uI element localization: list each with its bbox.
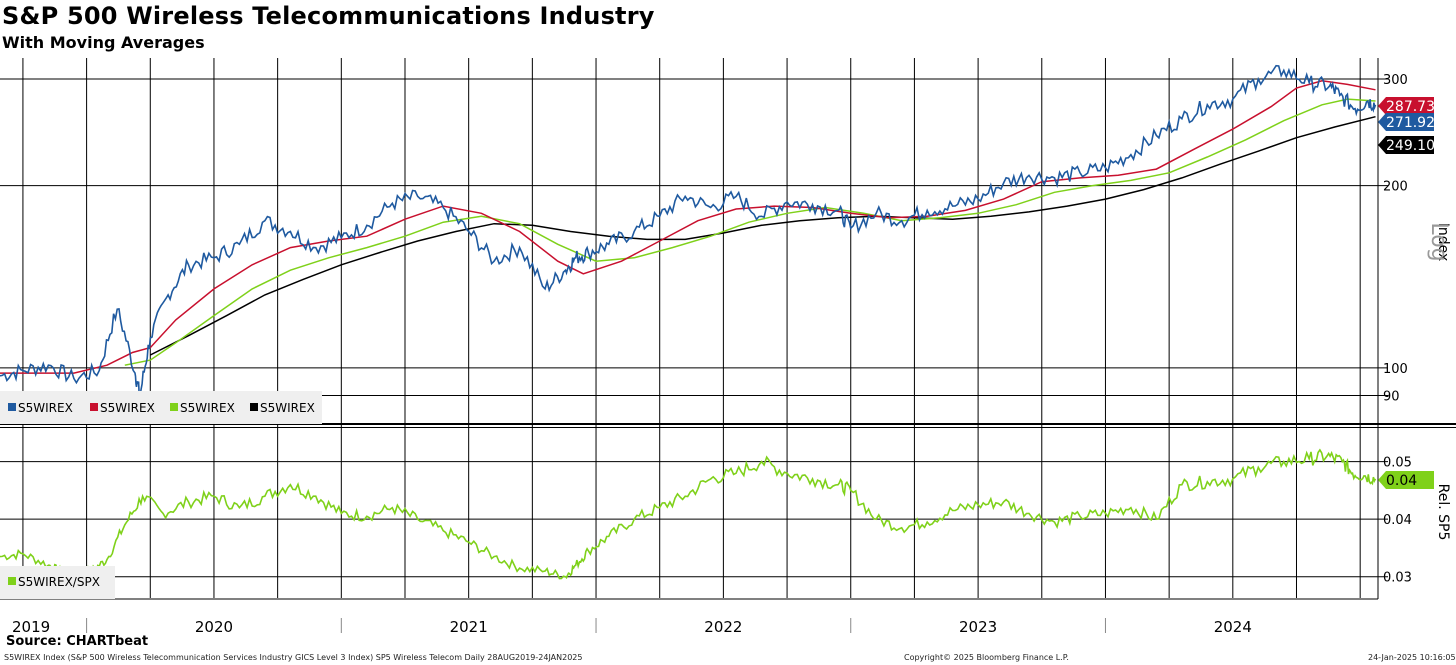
vertical-gridlines (22, 58, 1361, 598)
source-note: Source: CHARTbeat (6, 634, 149, 649)
callout-ma-red: 287.73 (1378, 97, 1435, 115)
lower-legend-box (0, 566, 115, 599)
x-tick-label: 2021 (450, 618, 488, 636)
callout-relative: 0.04 (1378, 471, 1434, 489)
horizontal-gridlines (0, 78, 1388, 578)
upper-legend-box (0, 391, 322, 424)
callout-relative-bg (1378, 471, 1434, 489)
legend-label-relative: S5WIREX/SPX (18, 575, 100, 589)
lower-legend: S5WIREX/SPX (8, 575, 100, 589)
lower-series (0, 448, 1377, 580)
callout-price: 271.92 (1378, 113, 1435, 131)
ma-black-line (149, 115, 1376, 356)
callout-ma-black-text: 249.10 (1386, 138, 1435, 154)
ma-red-line (0, 80, 1376, 374)
x-tick-label: 2024 (1214, 618, 1252, 636)
legend-swatch-price (8, 403, 16, 411)
legend-label-ma-green: S5WIREX (180, 401, 235, 415)
y-tick-label-upper: 100 (1383, 362, 1408, 377)
relative-line (0, 448, 1377, 580)
price-line (0, 64, 1377, 399)
callout-ma-red-bg (1378, 97, 1434, 115)
callout-price-bg (1378, 113, 1434, 131)
legend-swatch-relative (8, 577, 16, 585)
callout-price-text: 271.92 (1386, 115, 1435, 131)
y-tick-label-upper: 90 (1383, 390, 1400, 405)
y-tick-label-upper: 200 (1383, 180, 1408, 195)
x-tick-label: 2019 (12, 618, 50, 636)
y-tick-label-upper: 300 (1383, 73, 1408, 88)
y-tick-label-lower: 0.03 (1383, 571, 1412, 586)
y-tick-label-lower: 0.04 (1383, 513, 1412, 528)
callout-relative-text: 0.04 (1386, 473, 1417, 489)
y-tick-label-lower: 0.05 (1383, 456, 1412, 471)
x-tick-label: 2022 (704, 618, 742, 636)
legend-label-ma-black: S5WIREX (260, 401, 315, 415)
legend-swatch-ma-red (90, 403, 98, 411)
callout-ma-black-bg (1378, 136, 1434, 154)
legend-label-price: S5WIREX (18, 401, 73, 415)
ma-green-line (124, 98, 1376, 366)
callout-ma-black: 249.10 (1378, 136, 1435, 154)
upper-legend: S5WIREX S5WIREX S5WIREX S5WIREX (8, 401, 315, 415)
footer-left: S5WIREX Index (S&P 500 Wireless Telecomm… (4, 653, 583, 662)
footer-center: Copyright© 2025 Bloomberg Finance L.P. (904, 653, 1069, 662)
x-tick-label: 2020 (195, 618, 233, 636)
x-tick-label: 2023 (959, 618, 997, 636)
upper-axis-title: Index (1435, 223, 1451, 262)
chart-subtitle: With Moving Averages (2, 33, 205, 52)
legend-swatch-ma-green (170, 403, 178, 411)
log-scale-label: Log (1426, 222, 1451, 261)
lower-axis-title: Rel. SP5 (1435, 484, 1451, 541)
footer-right: 24-Jan-2025 10:16:05 (1368, 653, 1456, 662)
x-axis: 2019 2020 2021 2022 2023 2024 (12, 618, 1252, 636)
upper-series (0, 64, 1377, 399)
chart-title: S&P 500 Wireless Telecommunications Indu… (2, 2, 655, 30)
callout-ma-red-text: 287.73 (1386, 99, 1435, 115)
legend-swatch-ma-black (250, 403, 258, 411)
legend-label-ma-red: S5WIREX (100, 401, 155, 415)
